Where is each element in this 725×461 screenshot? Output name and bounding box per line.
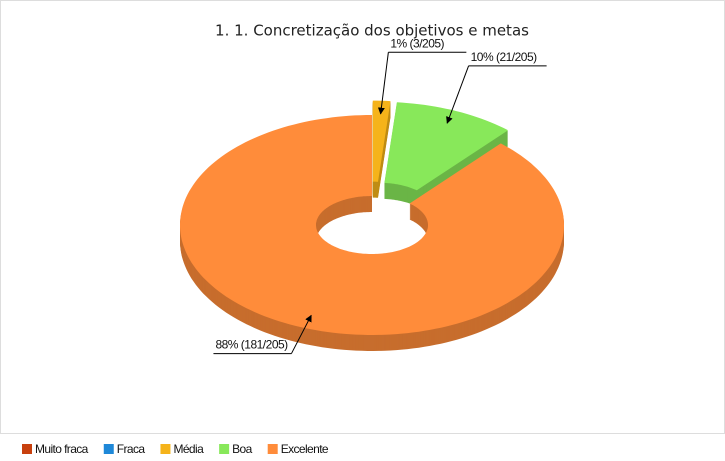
data-label: 10% (21/205) xyxy=(471,50,538,64)
legend-swatch xyxy=(103,444,114,454)
leader-line xyxy=(377,52,389,115)
legend-label: Fraca xyxy=(117,442,146,456)
leader-line xyxy=(446,65,470,124)
slice xyxy=(180,115,564,335)
slice xyxy=(372,100,391,182)
legend-label: Excelente xyxy=(281,442,329,456)
slice xyxy=(384,102,509,191)
data-label: 88% (181/205) xyxy=(215,338,288,352)
legend-label: Muito fraca xyxy=(35,442,89,456)
data-label: 1% (3/205) xyxy=(390,36,444,50)
leader-line xyxy=(290,314,312,354)
legend-swatch xyxy=(160,444,171,454)
legend-label: Boa xyxy=(232,442,252,456)
legend-swatch xyxy=(267,444,278,454)
chart-title: 1. 1. Concretização dos objetivos e meta… xyxy=(215,22,529,40)
legend-label: Média xyxy=(173,442,204,456)
legend-swatch xyxy=(219,444,230,454)
chart-frame xyxy=(0,0,725,434)
legend-swatch xyxy=(22,444,32,454)
